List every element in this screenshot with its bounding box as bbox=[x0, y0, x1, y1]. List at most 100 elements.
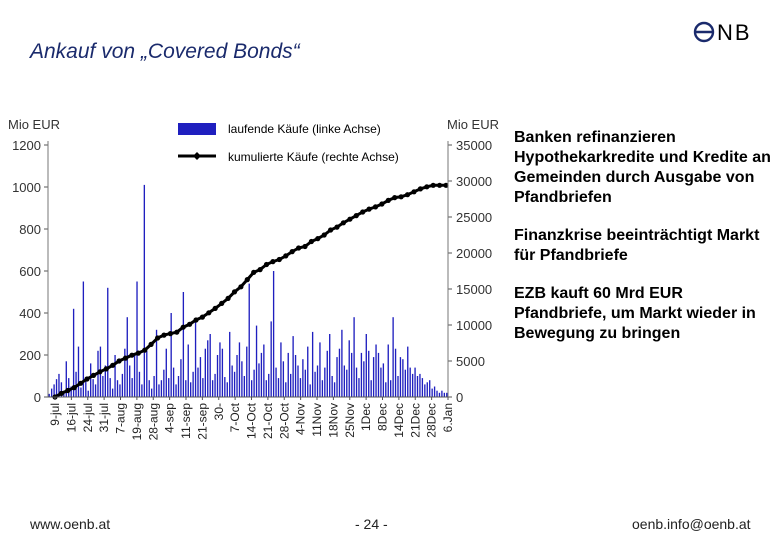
right-tick-label: 5000 bbox=[456, 354, 485, 369]
line-point bbox=[443, 182, 449, 188]
right-tick-label: 10000 bbox=[456, 318, 492, 333]
bar bbox=[209, 334, 211, 397]
line-point bbox=[78, 380, 84, 386]
covered-bonds-chart: Mio EUR Mio EUR laufende Käufe (linke Ac… bbox=[8, 117, 499, 440]
x-tick-label: 11Nov bbox=[310, 403, 324, 437]
oenb-logo-text: NB bbox=[717, 20, 752, 45]
line-point bbox=[392, 195, 398, 201]
bar bbox=[155, 329, 158, 397]
line-point bbox=[424, 184, 430, 190]
x-tick-label: 30- bbox=[212, 403, 226, 420]
line-point bbox=[315, 236, 321, 242]
bar bbox=[409, 367, 411, 397]
line-point bbox=[116, 358, 122, 364]
bar bbox=[382, 363, 385, 397]
bar bbox=[133, 355, 136, 397]
bar bbox=[414, 367, 416, 397]
bar bbox=[60, 382, 63, 397]
bar bbox=[216, 355, 219, 397]
bar bbox=[70, 386, 72, 397]
bar bbox=[238, 342, 241, 397]
bar bbox=[58, 373, 60, 397]
bar bbox=[131, 378, 133, 397]
bar bbox=[219, 342, 221, 397]
bar bbox=[168, 378, 170, 397]
bar bbox=[172, 367, 175, 397]
bar bbox=[287, 352, 289, 397]
bar bbox=[292, 336, 294, 397]
line-point bbox=[225, 295, 231, 301]
bar bbox=[438, 392, 441, 397]
line-point bbox=[90, 372, 97, 378]
line-point bbox=[251, 269, 257, 275]
bar bbox=[180, 359, 182, 397]
bar bbox=[243, 376, 246, 397]
bar bbox=[68, 378, 70, 397]
line-point bbox=[187, 321, 193, 327]
bar bbox=[265, 380, 267, 397]
bar bbox=[143, 184, 146, 397]
bar bbox=[433, 386, 436, 397]
bar bbox=[297, 365, 299, 397]
bar bbox=[124, 348, 126, 397]
bar bbox=[355, 367, 358, 397]
bar bbox=[231, 365, 233, 397]
bar bbox=[87, 390, 89, 397]
x-tick-label: 24-jul bbox=[81, 403, 95, 432]
bar bbox=[229, 331, 231, 397]
bar bbox=[148, 380, 150, 397]
left-tick-label: 200 bbox=[19, 348, 41, 363]
bar bbox=[153, 376, 155, 397]
bar bbox=[314, 371, 316, 397]
bar bbox=[158, 384, 160, 397]
bar bbox=[65, 361, 67, 397]
line-point bbox=[353, 213, 359, 219]
bar bbox=[141, 384, 143, 397]
bar bbox=[92, 379, 94, 397]
bar bbox=[192, 371, 194, 397]
bar bbox=[348, 340, 350, 397]
line-point bbox=[122, 355, 129, 361]
x-tick-label: 21-sep bbox=[195, 403, 209, 440]
bar bbox=[309, 384, 311, 397]
bar bbox=[326, 350, 328, 397]
bar bbox=[109, 378, 111, 397]
line-point bbox=[193, 317, 199, 323]
bar bbox=[90, 363, 92, 397]
line-point bbox=[437, 182, 443, 188]
bar bbox=[407, 346, 409, 397]
bar bbox=[175, 384, 177, 397]
bar bbox=[150, 388, 153, 397]
bar bbox=[163, 369, 165, 397]
bar bbox=[431, 388, 433, 397]
x-tick-label: 14-Oct bbox=[245, 402, 259, 439]
right-tick-label: 30000 bbox=[456, 174, 492, 189]
bar bbox=[275, 367, 277, 397]
line-point bbox=[231, 289, 238, 295]
line-point bbox=[71, 385, 77, 391]
bar bbox=[299, 378, 302, 397]
bar bbox=[82, 281, 85, 397]
x-tick-label: 21-Oct bbox=[261, 402, 275, 439]
line-point bbox=[58, 390, 64, 396]
right-axis-unit: Mio EUR bbox=[447, 117, 499, 132]
x-tick-label: 19-aug bbox=[130, 403, 144, 440]
bar bbox=[50, 388, 53, 397]
bar bbox=[146, 350, 148, 397]
bar bbox=[443, 392, 446, 397]
bar bbox=[165, 348, 167, 397]
x-tick-label: 6.Jan bbox=[441, 403, 455, 432]
bar bbox=[102, 376, 104, 397]
bar bbox=[358, 378, 360, 397]
bar bbox=[263, 344, 265, 397]
line-point bbox=[360, 209, 366, 215]
x-tick-label: 18Nov bbox=[326, 403, 340, 438]
legend-label-line: kumulierte Käufe (rechte Achse) bbox=[228, 150, 399, 164]
x-tick-label: 28-Oct bbox=[277, 402, 291, 439]
bar bbox=[294, 355, 297, 397]
line-point bbox=[366, 206, 372, 212]
bar bbox=[260, 352, 263, 397]
bar bbox=[324, 367, 326, 397]
bar bbox=[116, 380, 119, 397]
bar bbox=[429, 380, 431, 397]
